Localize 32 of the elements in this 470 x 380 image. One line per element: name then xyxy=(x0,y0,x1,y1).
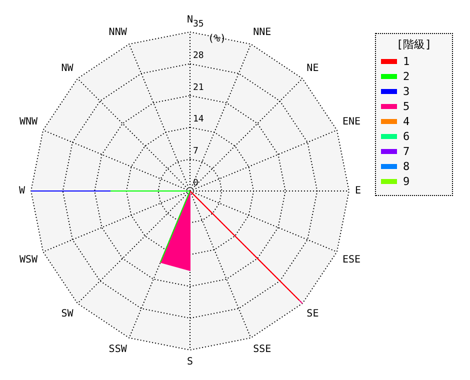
spoke-label: WSW xyxy=(19,254,39,266)
legend-label: 4 xyxy=(403,115,410,128)
spoke-label: NNW xyxy=(108,27,128,38)
legend-label: 6 xyxy=(403,130,410,143)
legend-label: 3 xyxy=(403,85,410,98)
legend-title: [階級] xyxy=(395,37,433,52)
spoke-label: WNW xyxy=(19,116,39,128)
legend-label: 7 xyxy=(403,145,410,158)
legend-label: 9 xyxy=(403,175,410,188)
legend-label: 5 xyxy=(403,100,410,113)
spoke-label: E xyxy=(355,186,362,197)
y-tick-label: 28 xyxy=(193,51,204,62)
spoke-label: SW xyxy=(61,308,74,320)
spoke-label: NNE xyxy=(253,27,272,38)
spoke-label: SSW xyxy=(108,344,128,356)
spoke-label: SSE xyxy=(253,344,272,356)
y-tick-label: 35 xyxy=(193,19,204,30)
spoke-label: NE xyxy=(306,62,319,74)
spoke-label: S xyxy=(186,356,194,368)
spoke-label: W xyxy=(18,186,26,197)
legend-label: 1 xyxy=(403,55,410,68)
spoke-label: N xyxy=(186,14,194,26)
spoke-label: ESE xyxy=(342,254,361,266)
y-tick-label: 21 xyxy=(193,82,204,93)
spoke-label: ENE xyxy=(342,116,361,128)
y-tick-label: 14 xyxy=(193,114,204,125)
legend-label: 2 xyxy=(403,70,410,83)
legend-label: 8 xyxy=(403,160,410,173)
text: (%) xyxy=(208,34,226,45)
y-tick-label: 7 xyxy=(193,146,198,157)
spoke-label: SE xyxy=(306,308,319,320)
spoke-label: NW xyxy=(61,62,74,74)
